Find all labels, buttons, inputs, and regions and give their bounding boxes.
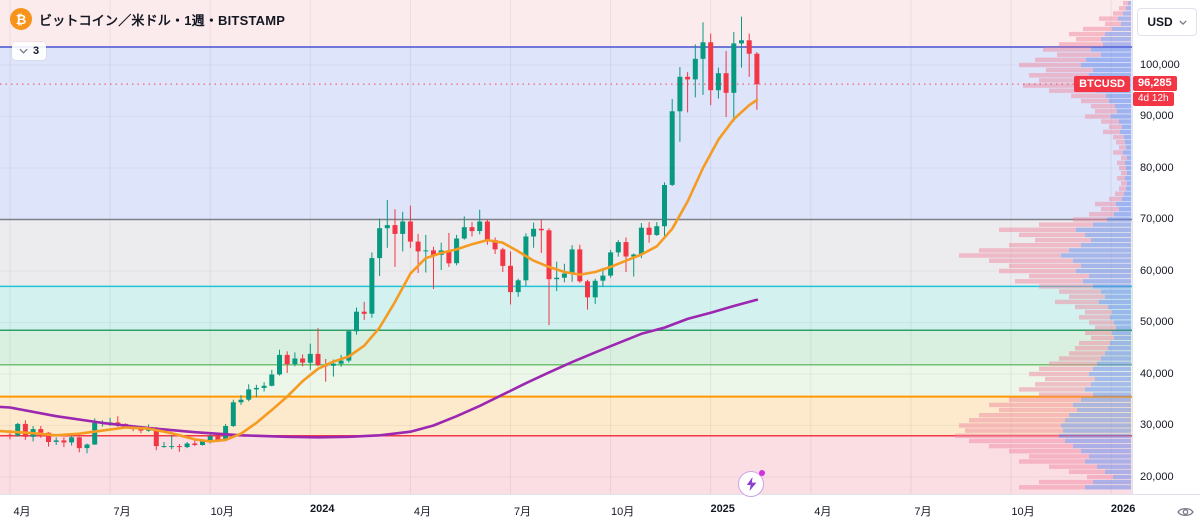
price-axis-label: 90,000	[1140, 110, 1174, 123]
currency-selector[interactable]: USD	[1137, 8, 1197, 36]
time-axis-label[interactable]: 10月	[610, 506, 635, 518]
lightning-icon	[746, 477, 756, 491]
price-axis[interactable]: 100,000 90,000 80,000 70,000 60,000 50,000 40,…	[1132, 0, 1200, 495]
time-axis-label[interactable]: 4月	[814, 506, 832, 518]
price-axis-label: 30,000	[1140, 419, 1174, 432]
axis-price-badges: 96,285 4d 12h	[1133, 76, 1177, 107]
price-axis-label: 50,000	[1140, 316, 1174, 329]
price-axis-label: 40,000	[1140, 367, 1174, 380]
indicator-collapse-toggle[interactable]: 3	[12, 42, 47, 60]
time-axis-label[interactable]: 4月	[413, 506, 431, 518]
bitcoin-icon: ₿	[10, 8, 32, 30]
time-axis-label[interactable]: 7月	[113, 506, 131, 518]
time-axis-label[interactable]: 7月	[513, 506, 532, 518]
symbol-title: ビットコイン／米ドル・1週・BITSTAMP	[39, 12, 286, 28]
instant-trading-button[interactable]	[738, 470, 765, 497]
price-axis-label: 20,000	[1140, 470, 1174, 483]
price-axis-label: 100,000	[1140, 58, 1180, 71]
symbol-price-badge: BTCUSD	[1074, 76, 1130, 93]
indicator-count: 3	[33, 45, 40, 57]
time-axis-label[interactable]: 2024	[310, 503, 335, 515]
eye-icon[interactable]	[1177, 506, 1194, 518]
time-axis-label[interactable]: 10月	[210, 506, 234, 518]
chevron-down-icon	[1179, 19, 1187, 25]
chevron-down-icon	[19, 48, 28, 54]
time-axis-label[interactable]: 4月	[13, 506, 31, 518]
time-axis[interactable]: 4月 7月 10月 2024 4月 7月 10月 2025 4月 7月 10月 2026	[0, 494, 1200, 524]
price-axis-label: 60,000	[1140, 264, 1174, 277]
time-axis-label[interactable]: 2025	[710, 503, 735, 515]
notification-dot	[759, 470, 765, 476]
time-axis-label[interactable]: 7月	[914, 506, 932, 518]
time-axis-label[interactable]: 2026	[1110, 503, 1136, 515]
symbol-header[interactable]: ₿ ビットコイン／米ドル・1週・BITSTAMP	[10, 8, 285, 30]
last-price-label: 96,285	[1133, 76, 1177, 92]
price-axis-label: 70,000	[1140, 213, 1174, 226]
price-axis-label: 80,000	[1140, 161, 1174, 174]
time-axis-label[interactable]: 10月	[1011, 506, 1035, 518]
currency-label: USD	[1147, 15, 1173, 29]
candle-countdown-label: 4d 12h	[1133, 92, 1174, 107]
